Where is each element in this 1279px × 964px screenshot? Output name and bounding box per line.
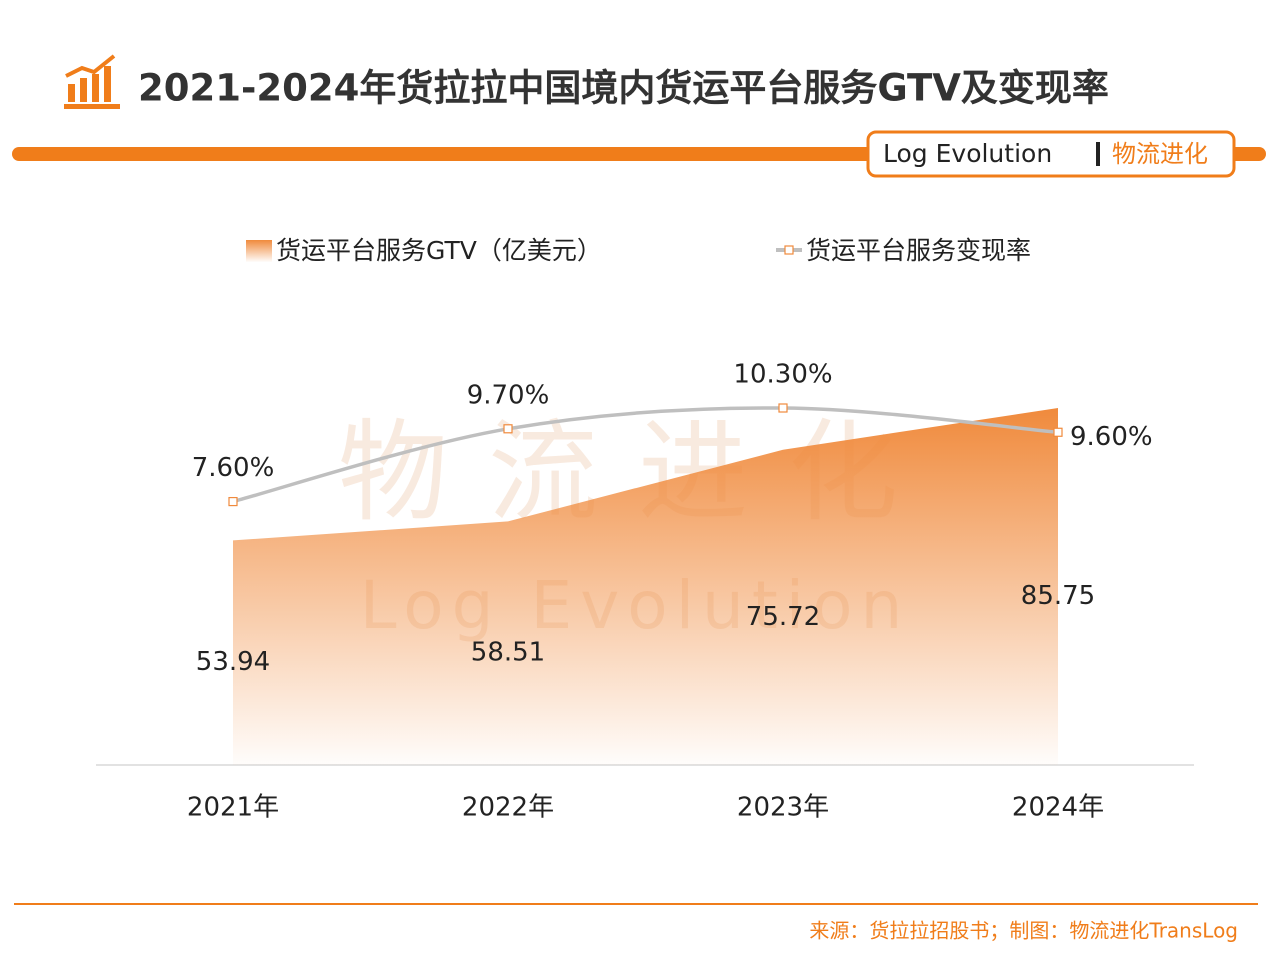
- chart-title: 2021-2024年货拉拉中国境内货运平台服务GTV及变现率: [138, 67, 1109, 110]
- brand-divider: [1096, 142, 1100, 166]
- title-icon: [64, 54, 120, 109]
- source: 来源：货拉拉招股书；制图：物流进化TransLog: [809, 919, 1238, 943]
- data-label: 7.60%: [192, 453, 275, 483]
- legend-swatch: [246, 240, 272, 262]
- x-tick-label: 2023年: [737, 793, 829, 823]
- marker: [1053, 427, 1063, 437]
- data-label: 53.94: [196, 647, 270, 677]
- data-label: 75.72: [746, 602, 820, 632]
- legend-marker: [784, 245, 794, 255]
- area: [233, 408, 1058, 765]
- brand-box: [866, 130, 1236, 178]
- marker: [228, 496, 238, 507]
- legend-label: 货运平台服务变现率: [806, 236, 1031, 265]
- data-label: 9.70%: [467, 380, 550, 410]
- marker: [778, 403, 788, 413]
- brand-cn: 物流进化: [1112, 140, 1208, 168]
- marker: [503, 424, 513, 434]
- data-label: 10.30%: [733, 360, 832, 390]
- x-tick-label: 2024年: [1012, 793, 1104, 823]
- x-tick-label: 2022年: [462, 793, 554, 823]
- data-label: 85.75: [1021, 581, 1095, 611]
- legend-label: 货运平台服务GTV（亿美元）: [276, 236, 602, 265]
- data-label: 9.60%: [1070, 422, 1153, 452]
- line: [232, 406, 1059, 504]
- x-tick-label: 2021年: [187, 793, 279, 823]
- data-label: 58.51: [471, 638, 545, 668]
- brand-en: Log Evolution: [883, 139, 1052, 168]
